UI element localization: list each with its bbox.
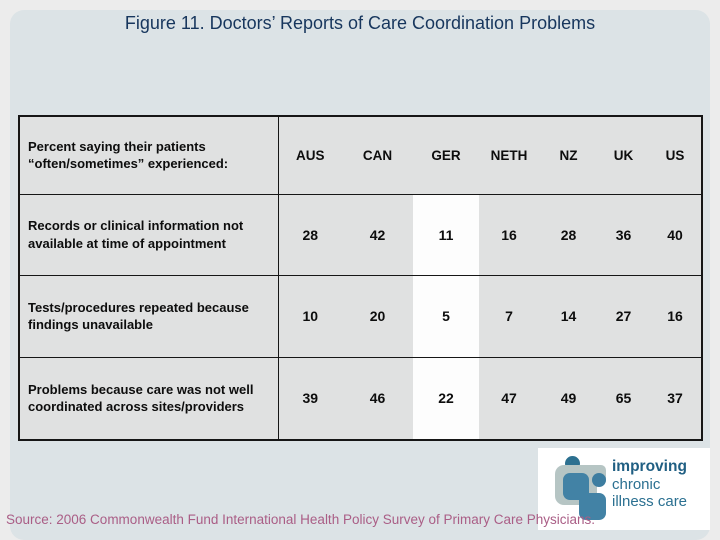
icic-logo-icon <box>552 453 620 527</box>
row-label: Problems because care was not well coord… <box>19 356 279 441</box>
table-cell: 37 <box>649 356 702 441</box>
figure-title: Figure 11. Doctors’ Reports of Care Coor… <box>124 13 596 33</box>
logo-figure-blue-leg-icon <box>579 493 606 520</box>
table-row-coordination: Problems because care was not well coord… <box>19 356 702 441</box>
table-row-records: Records or clinical information not avai… <box>19 193 702 276</box>
logo-word-chronic: chronic <box>612 475 661 493</box>
table-cell-highlighted: 22 <box>413 356 479 441</box>
table-cell: 10 <box>278 274 342 358</box>
table-cell: 36 <box>598 193 649 276</box>
column-header-aus: AUS <box>278 115 342 195</box>
table-cell: 16 <box>649 274 702 358</box>
table-cell: 28 <box>539 193 598 276</box>
table-cell: 14 <box>539 274 598 358</box>
table-cell: 65 <box>598 356 649 441</box>
table-cell: 16 <box>479 193 539 276</box>
table-row-tests: Tests/procedures repeated because findin… <box>19 274 702 358</box>
column-header-neth: NETH <box>479 115 539 195</box>
logo-figure-blue-head-icon <box>592 473 606 487</box>
table-cell: 7 <box>479 274 539 358</box>
table-cell-highlighted: 11 <box>413 193 479 276</box>
table-cell: 42 <box>342 193 413 276</box>
table-cell: 46 <box>342 356 413 441</box>
row-label: Records or clinical information not avai… <box>19 193 279 276</box>
table-cell: 47 <box>479 356 539 441</box>
source-citation: Source: 2006 Commonwealth Fund Internati… <box>6 512 596 527</box>
care-coordination-table: Percent saying their patients “often/som… <box>18 115 703 441</box>
column-header-ger: GER <box>413 115 479 195</box>
table-cell: 39 <box>278 356 342 441</box>
table-header-row: Percent saying their patients “often/som… <box>19 115 702 195</box>
row-label: Tests/procedures repeated because findin… <box>19 274 279 358</box>
logo-word-improving: improving <box>612 458 687 475</box>
table-cell-highlighted: 5 <box>413 274 479 358</box>
column-header-nz: NZ <box>539 115 598 195</box>
table-cell: 40 <box>649 193 702 276</box>
table-cell: 28 <box>278 193 342 276</box>
table-cell: 49 <box>539 356 598 441</box>
column-header-us: US <box>649 115 702 195</box>
table-cell: 20 <box>342 274 413 358</box>
icic-logo: improving chronic illness care <box>538 448 710 530</box>
logo-wordmark: improving chronic illness care <box>612 458 687 511</box>
column-header-can: CAN <box>342 115 413 195</box>
logo-word-illness-care: illness care <box>612 493 688 510</box>
column-header-uk: UK <box>598 115 649 195</box>
table-cell: 27 <box>598 274 649 358</box>
table-corner-label: Percent saying their patients “often/som… <box>19 115 279 195</box>
